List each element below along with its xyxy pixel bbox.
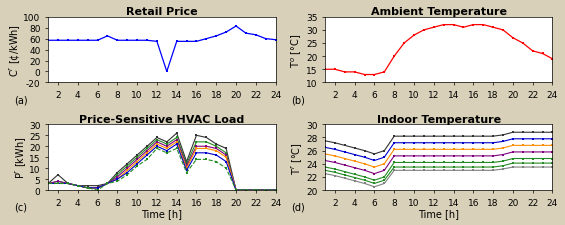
Y-axis label: C$^{r}$ [¢/kWh]: C$^{r}$ [¢/kWh] bbox=[7, 24, 22, 77]
Y-axis label: T$^{o}$ [°C]: T$^{o}$ [°C] bbox=[290, 33, 305, 67]
Text: (b): (b) bbox=[291, 95, 305, 105]
Y-axis label: T$^{r}$ [°C]: T$^{r}$ [°C] bbox=[289, 141, 305, 174]
Y-axis label: P$^{r}$ [kWh]: P$^{r}$ [kWh] bbox=[12, 136, 28, 179]
X-axis label: Time [h]: Time [h] bbox=[418, 208, 459, 218]
Title: Retail Price: Retail Price bbox=[126, 7, 198, 17]
Title: Price-Sensitive HVAC Load: Price-Sensitive HVAC Load bbox=[79, 114, 245, 124]
Title: Indoor Temperature: Indoor Temperature bbox=[377, 114, 501, 124]
Text: (d): (d) bbox=[291, 202, 305, 212]
Text: (c): (c) bbox=[14, 202, 27, 212]
X-axis label: Time [h]: Time [h] bbox=[141, 208, 182, 218]
Text: (a): (a) bbox=[14, 95, 28, 105]
Title: Ambient Temperature: Ambient Temperature bbox=[371, 7, 507, 17]
